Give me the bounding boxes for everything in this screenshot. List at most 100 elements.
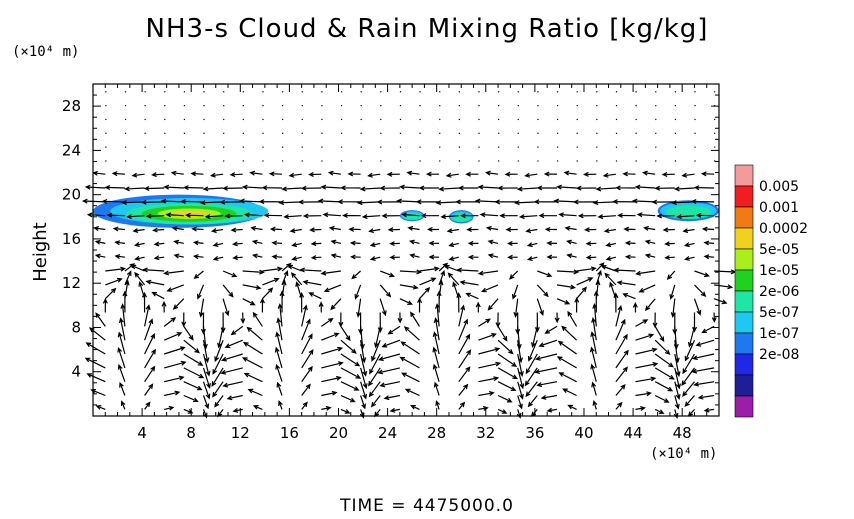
wind-vector xyxy=(544,325,558,334)
wind-vector xyxy=(676,214,695,220)
wind-vector xyxy=(229,172,243,178)
wind-vector xyxy=(643,225,656,231)
wind-vector xyxy=(694,284,707,298)
wind-vector xyxy=(144,333,155,355)
wind-vector xyxy=(567,310,578,327)
vector-dot xyxy=(223,146,225,148)
wind-vector xyxy=(351,270,361,280)
wind-vector xyxy=(250,225,263,231)
vector-dot xyxy=(655,160,657,162)
wind-vector xyxy=(433,317,440,341)
vector-dot xyxy=(124,105,127,107)
wind-vector xyxy=(183,353,204,366)
wind-vector xyxy=(243,372,263,383)
wind-vector xyxy=(426,226,440,232)
wind-vector xyxy=(161,300,167,313)
legend-swatch xyxy=(734,248,754,271)
wind-vector xyxy=(160,198,184,204)
vector-dot xyxy=(635,132,637,134)
wind-vector xyxy=(214,395,224,408)
wind-vector xyxy=(432,363,440,382)
y-tick-label: 8 xyxy=(71,318,81,336)
wind-vector xyxy=(288,172,302,178)
cloud-field xyxy=(93,194,719,228)
wind-vector xyxy=(212,381,224,398)
x-tick-label: 44 xyxy=(624,424,643,442)
wind-vector xyxy=(399,269,423,275)
vector-dot xyxy=(124,160,127,162)
wind-vector xyxy=(553,198,577,204)
wind-vector xyxy=(81,198,106,204)
vector-dot xyxy=(517,91,519,93)
x-unit-label: (×10⁴ m) xyxy=(650,446,718,462)
wind-vector xyxy=(410,311,421,327)
wind-vector xyxy=(603,228,616,234)
wind-vector xyxy=(474,198,499,204)
wind-vector xyxy=(173,253,184,259)
wind-vector xyxy=(654,326,665,343)
wind-vector xyxy=(126,214,145,220)
wind-vector xyxy=(536,284,549,298)
legend-swatch xyxy=(734,206,754,229)
wind-vector xyxy=(277,303,283,327)
wind-vector xyxy=(525,228,538,234)
vector-dot xyxy=(537,146,539,148)
vector-dot xyxy=(498,91,500,93)
wind-vector xyxy=(193,270,204,280)
wind-vector xyxy=(397,312,403,324)
wind-vector xyxy=(654,408,665,414)
wind-vector xyxy=(664,241,675,247)
wind-vector xyxy=(275,331,283,355)
wind-vector xyxy=(105,266,127,272)
wind-vector xyxy=(321,405,332,411)
wind-vector xyxy=(497,339,514,355)
vector-dot xyxy=(262,146,264,148)
wind-vector xyxy=(111,171,125,177)
vector-dot xyxy=(124,132,127,134)
vector-dot xyxy=(203,160,205,162)
wind-vector xyxy=(144,365,156,383)
wind-vector xyxy=(700,171,715,177)
wind-vector xyxy=(703,407,715,413)
vector-dot xyxy=(537,91,539,93)
wind-vector xyxy=(263,212,283,218)
vector-dot xyxy=(242,91,244,93)
wind-vector xyxy=(600,265,617,272)
wind-vector xyxy=(209,172,224,178)
vector-dot xyxy=(144,132,146,134)
wind-vector xyxy=(199,200,224,206)
wind-vector xyxy=(301,318,311,341)
wind-vector xyxy=(517,395,523,410)
vector-dot xyxy=(478,146,480,148)
vector-dot xyxy=(615,91,618,93)
vector-dot xyxy=(340,160,343,162)
wind-vector xyxy=(119,381,126,396)
vector-dot xyxy=(458,132,460,134)
vector-dot xyxy=(556,118,559,121)
wind-vector xyxy=(302,213,322,219)
wind-vector xyxy=(200,312,206,335)
wind-vector xyxy=(320,270,341,276)
vector-dot xyxy=(282,146,284,148)
vector-dot xyxy=(242,132,244,134)
wind-vector xyxy=(214,339,224,363)
wind-vector xyxy=(556,184,577,190)
vector-dot xyxy=(380,91,382,93)
vector-dot xyxy=(615,146,618,148)
wind-vector xyxy=(713,298,728,305)
wind-vector xyxy=(455,199,479,205)
vector-dot xyxy=(596,160,598,162)
wind-vector xyxy=(575,185,597,191)
vector-dot xyxy=(262,105,264,107)
wind-vector xyxy=(415,199,440,205)
wind-vector xyxy=(538,339,558,348)
vector-dot xyxy=(282,118,284,121)
wind-vector xyxy=(574,297,580,313)
wind-vector xyxy=(518,214,538,220)
wind-vector xyxy=(666,270,676,281)
wind-vector xyxy=(457,185,479,191)
vector-dot xyxy=(399,105,402,107)
wind-vector xyxy=(202,381,211,400)
x-tick-label: 16 xyxy=(280,424,299,442)
wind-vector xyxy=(243,212,263,218)
